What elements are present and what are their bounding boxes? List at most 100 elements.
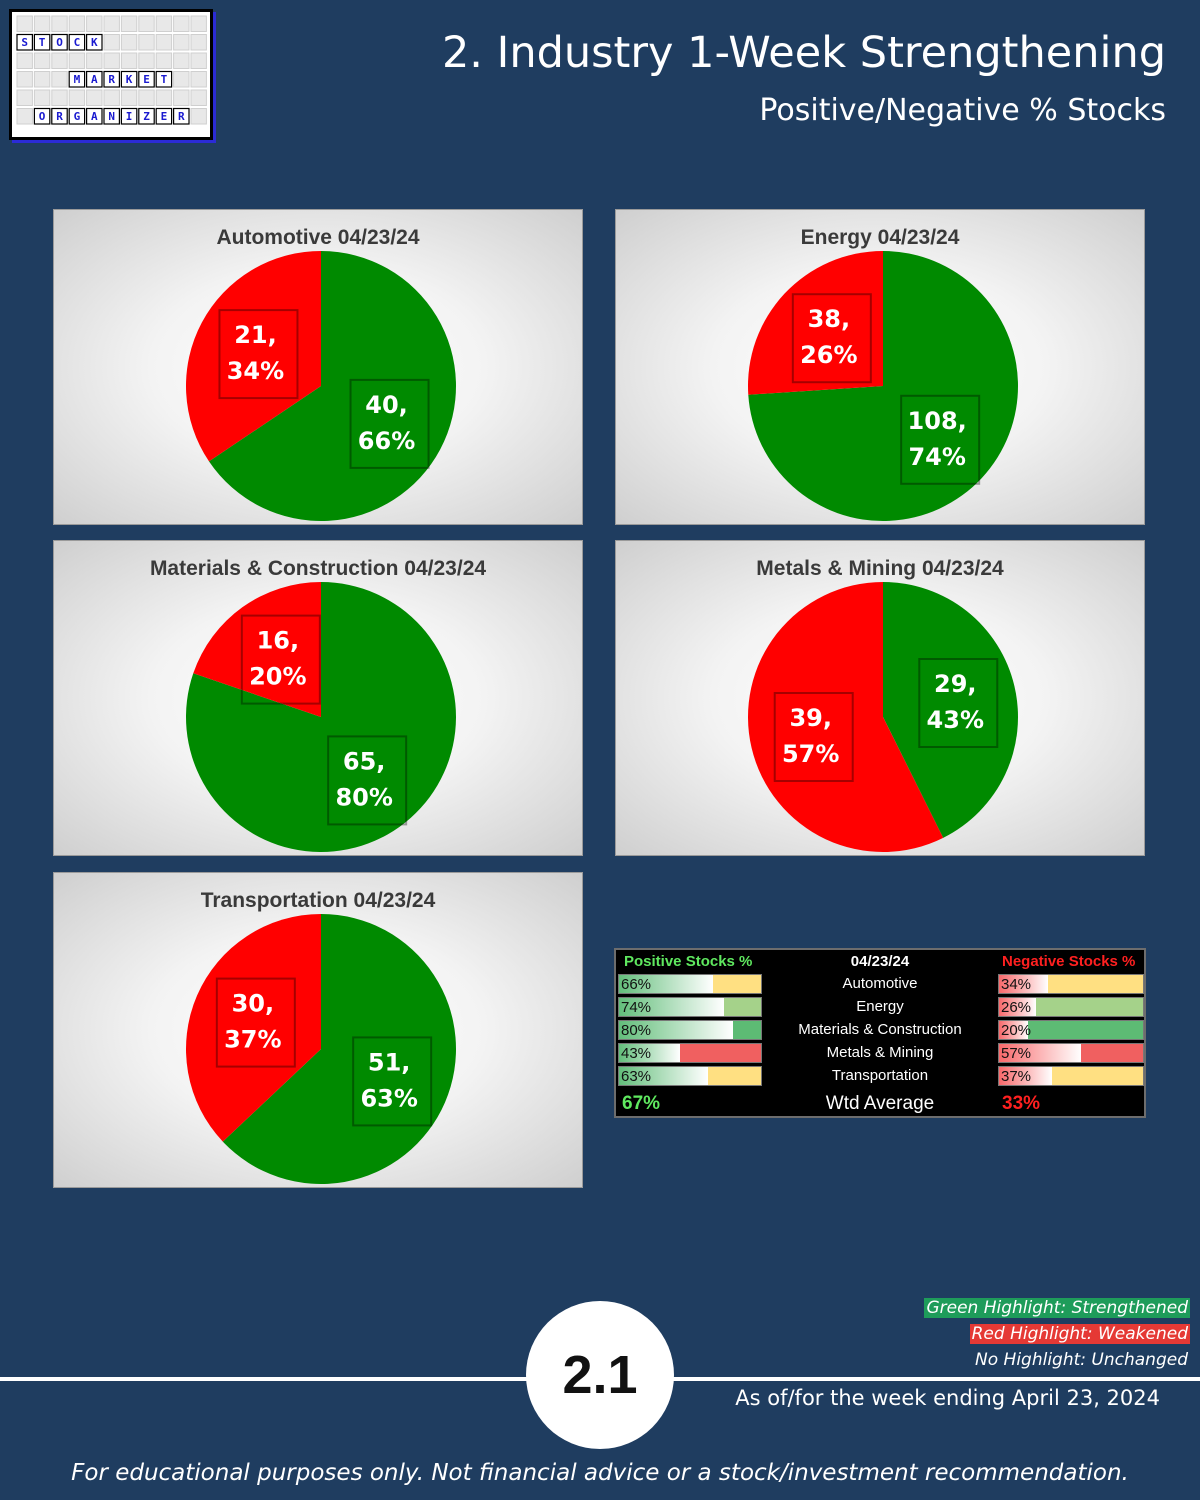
summary-table: Positive Stocks % 04/23/24 Negative Stoc… (614, 948, 1146, 1118)
data-label-negative: 30, 37% (224, 990, 281, 1054)
pie-chart-automotive: 40, 66% 21, 34% (186, 251, 456, 521)
data-label-positive: 51, 63% (360, 1048, 417, 1112)
industry-name: Transportation (831, 1067, 929, 1084)
logo-letter: R (56, 110, 63, 123)
positive-cell: 66% (618, 974, 762, 994)
logo-letter: O (56, 36, 63, 49)
logo-grid-cell (51, 52, 68, 69)
chart-title: Transportation 04/23/24 (200, 889, 436, 912)
pie-slice-negative (186, 251, 321, 462)
logo-letter-cell (68, 33, 86, 51)
logo-letter-cell (33, 33, 51, 51)
logo-grid-cell (16, 89, 33, 106)
logo-letter: M (74, 73, 81, 86)
logo-grid-cell (155, 52, 173, 69)
data-label-shadow (352, 1036, 433, 1127)
pie-panel-metals-mining: 29, 43% 39, 57% Metals & Mining 04/23/24 (615, 540, 1145, 856)
logo-grid-cell (33, 15, 51, 32)
pie-chart-transportation: 51, 63% 30, 37% (186, 914, 457, 1184)
logo-grid-cell (68, 15, 86, 32)
data-label-shadow (215, 977, 296, 1068)
logo-letter: A (91, 73, 98, 86)
positive-bar (619, 998, 725, 1016)
positive-bar (619, 1067, 709, 1085)
data-label-shadow (918, 658, 999, 749)
positive-cell: 74% (618, 997, 762, 1017)
logo-grid-cell (155, 89, 173, 106)
logo-letter: Z (143, 110, 150, 123)
industry-name: Materials & Construction (798, 1021, 962, 1038)
pie-panel-energy: 108, 74% 38, 26% Energy 04/23/24 (615, 209, 1145, 525)
chart-title: Metals & Mining 04/23/24 (756, 557, 1004, 580)
negative-bar (999, 1021, 1028, 1039)
logo-letter: K (91, 36, 98, 49)
positive-bar (619, 1044, 681, 1062)
logo-grid-cell (16, 108, 33, 125)
chart-title: Materials & Construction 04/23/24 (149, 557, 487, 580)
negative-bar (999, 1044, 1082, 1062)
pie-slice-negative (193, 582, 321, 717)
logo-letter: T (161, 73, 168, 86)
data-label-positive: 108, 74% (908, 407, 967, 471)
positive-bar (619, 1021, 733, 1039)
logo-grid-cell (190, 34, 207, 51)
pie-slice-negative (186, 914, 321, 1142)
chart-title: Automotive 04/23/24 (216, 226, 420, 249)
logo-letter: G (74, 110, 81, 123)
logo-letter-cell (155, 107, 173, 125)
logo-grid-cell (33, 71, 51, 88)
logo-letter-cell (85, 70, 103, 88)
negative-percent: 34% (1001, 976, 1032, 993)
logo-grid-cell (173, 89, 190, 106)
data-label-negative: 21, 34% (227, 321, 284, 385)
weighted-average-row: 67% Wtd Average 33% (616, 1091, 1144, 1117)
pie-panel-automotive: 40, 66% 21, 34% Automotive 04/23/24 (53, 209, 583, 525)
data-label-negative: 38, 26% (800, 305, 857, 369)
industry-name: Energy (856, 998, 904, 1015)
logo-grid-cell (33, 52, 51, 69)
logo-grid-cell (68, 52, 86, 69)
logo-letter-cell (85, 33, 103, 51)
logo-grid-cell (68, 89, 86, 106)
pie-panel-transportation: 51, 63% 30, 37% Transportation 04/23/24 (53, 872, 583, 1188)
data-label-shadow (218, 309, 299, 400)
industry-name: Metals & Mining (826, 1044, 934, 1061)
logo-grid-cell (16, 71, 33, 88)
data-label-shadow (327, 735, 408, 826)
positive-cell: 63% (618, 1066, 762, 1086)
positive-percent: 80% (621, 1022, 652, 1039)
logo-grid-cell (190, 71, 207, 88)
data-label-shadow (240, 614, 321, 705)
disclaimer: For educational purposes only. Not finan… (71, 1460, 1129, 1486)
legend-unchanged: No Highlight: Unchanged (975, 1350, 1188, 1370)
data-label-positive: 65, 80% (335, 747, 392, 811)
logo-grid-cell (155, 15, 173, 32)
logo-letter: N (108, 110, 115, 123)
logo-grid-cell (103, 15, 120, 32)
positive-percent: 63% (621, 1068, 652, 1085)
logo-letter: A (91, 110, 98, 123)
negative-percent: 37% (1001, 1068, 1032, 1085)
data-label-shadow (791, 293, 872, 384)
logo-letter-cell (103, 70, 120, 88)
pie-slice-positive (748, 251, 1018, 521)
logo-grid-cell (173, 34, 190, 51)
page-subtitle: Positive/Negative % Stocks (759, 93, 1166, 128)
table-row: 74% Energy 26% (616, 996, 1144, 1018)
negative-cell: 26% (998, 997, 1144, 1017)
table-row: 43% Metals & Mining 57% (616, 1042, 1144, 1064)
logo-letter-cell (138, 70, 155, 88)
logo-letter: C (74, 36, 81, 49)
data-label-negative: 16, 20% (249, 627, 306, 691)
positive-percent: 66% (621, 976, 652, 993)
logo-letter: S (21, 36, 28, 49)
logo-grid-cell (51, 15, 68, 32)
pie-slice-negative (748, 251, 883, 395)
logo-grid-cell (155, 34, 173, 51)
data-label-shadow (349, 378, 430, 469)
positive-percent: 43% (621, 1045, 652, 1062)
logo-grid-cell (173, 52, 190, 69)
logo-grid-cell (120, 52, 138, 69)
table-row: 80% Materials & Construction 20% (616, 1019, 1144, 1041)
